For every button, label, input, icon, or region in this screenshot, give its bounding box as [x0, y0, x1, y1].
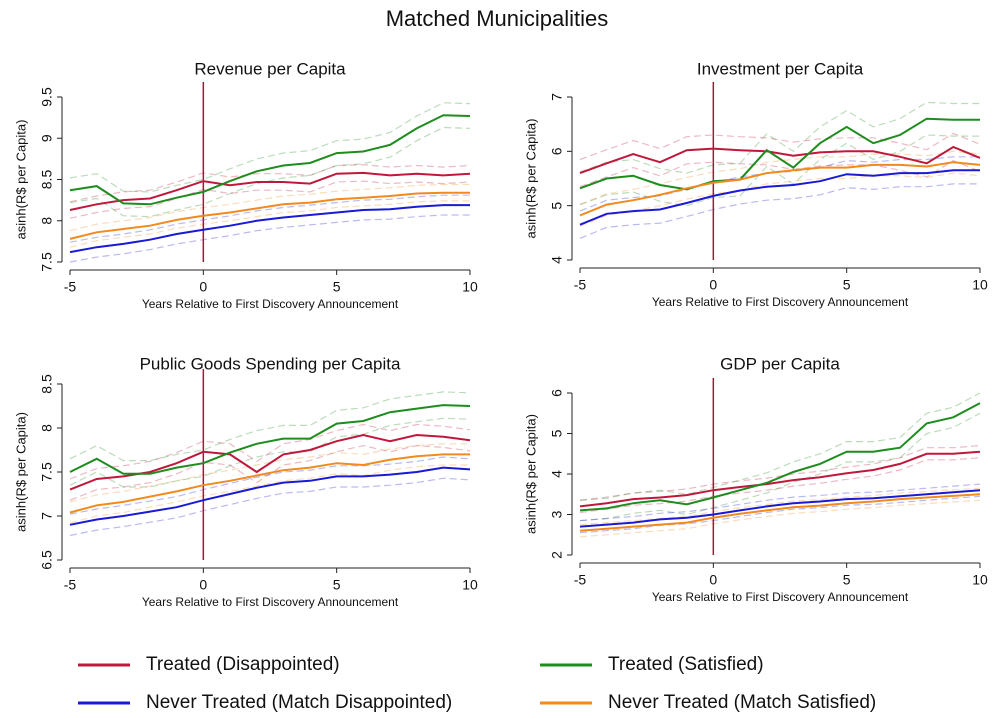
confidence-band — [69, 417, 471, 488]
y-axis-label: asinh(R$ per Capita) — [523, 119, 538, 239]
x-tick-label: 5 — [333, 279, 341, 295]
confidence-band — [69, 423, 471, 480]
x-tick-label: 5 — [843, 572, 851, 588]
x-tick-label: 0 — [199, 279, 207, 295]
x-tick-label: -5 — [574, 572, 587, 588]
series-line — [579, 117, 980, 191]
legend-label: Treated (Satisfied) — [608, 654, 764, 675]
confidence-band — [579, 156, 980, 212]
y-axis-label: asinh(R$ per Capita) — [13, 412, 28, 532]
confidence-band — [579, 101, 980, 174]
confidence-band — [579, 487, 981, 526]
confidence-band — [69, 194, 470, 243]
y-tick-label: 7.5 — [39, 252, 55, 272]
confidence-band — [69, 180, 471, 219]
confidence-band — [69, 477, 471, 536]
confidence-band — [69, 164, 471, 203]
x-axis-label: Years Relative to First Discovery Announ… — [142, 595, 399, 609]
series-line — [579, 493, 981, 532]
confidence-band — [579, 495, 981, 534]
legend-label: Treated (Disappointed) — [146, 654, 340, 675]
confidence-band — [69, 126, 471, 218]
series-line — [579, 450, 981, 508]
x-axis-label: Years Relative to First Discovery Announ… — [652, 590, 909, 604]
confidence-band — [579, 392, 981, 501]
series-line — [69, 171, 471, 211]
series-line — [69, 404, 471, 475]
x-tick-label: 5 — [843, 277, 851, 293]
confidence-band — [69, 464, 470, 524]
confidence-band — [579, 457, 981, 514]
y-tick-label: 5 — [549, 429, 565, 437]
x-tick-label: -5 — [574, 277, 587, 293]
series-line — [579, 145, 981, 175]
x-tick-label: 10 — [462, 279, 478, 295]
y-tick-label: 9 — [39, 134, 55, 142]
confidence-band — [69, 214, 470, 263]
confidence-band — [69, 200, 470, 248]
panel-title: Investment per Capita — [697, 59, 864, 78]
x-tick-label: -5 — [64, 279, 77, 295]
y-tick-label: 2 — [549, 551, 565, 559]
confidence-band — [579, 445, 981, 501]
y-tick-label: 4 — [549, 470, 565, 478]
x-tick-label: 5 — [333, 577, 341, 593]
panel-title: Revenue per Capita — [194, 59, 346, 78]
series-line — [69, 453, 470, 514]
confidence-band — [579, 172, 981, 227]
panel-title: Public Goods Spending per Capita — [140, 354, 401, 373]
y-tick-label: 6.5 — [39, 550, 55, 570]
figure-title: Matched Municipalities — [386, 6, 609, 31]
confidence-band — [69, 183, 470, 232]
confidence-band — [69, 456, 471, 515]
y-tick-label: 6 — [549, 389, 565, 397]
y-tick-label: 7 — [549, 93, 565, 101]
x-tick-label: 10 — [972, 572, 988, 588]
y-tick-label: 4 — [549, 256, 565, 264]
y-axis-label: asinh(R$ per Capita) — [523, 414, 538, 534]
legend-label: Never Treated (Match Satisfied) — [608, 692, 876, 713]
series-line — [69, 191, 470, 240]
panel-title: GDP per Capita — [720, 354, 840, 373]
y-tick-label: 6 — [549, 147, 565, 155]
x-tick-label: 0 — [709, 572, 717, 588]
series-line — [579, 489, 981, 528]
y-tick-label: 8.5 — [39, 374, 55, 394]
confidence-band — [579, 150, 981, 206]
y-tick-label: 8.5 — [39, 170, 55, 190]
x-axis-label: Years Relative to First Discovery Announ… — [652, 295, 909, 309]
series-line — [579, 169, 980, 226]
y-axis-label: asinh(R$ per Capita) — [13, 120, 28, 240]
legend-label: Never Treated (Match Disappointed) — [146, 692, 452, 713]
y-tick-label: 3 — [549, 510, 565, 518]
confidence-band — [579, 499, 981, 538]
series-line — [579, 161, 981, 217]
confidence-band — [579, 134, 980, 207]
x-tick-label: 0 — [199, 577, 207, 593]
confidence-band — [579, 412, 981, 522]
x-tick-label: 0 — [709, 277, 717, 293]
confidence-band — [579, 132, 981, 161]
x-tick-label: -5 — [64, 577, 77, 593]
series-line — [69, 466, 471, 526]
confidence-band — [69, 102, 471, 193]
x-tick-label: 10 — [972, 277, 988, 293]
confidence-band — [579, 183, 980, 239]
series-line — [69, 204, 470, 254]
y-tick-label: 8 — [39, 217, 55, 225]
series-line — [69, 114, 471, 206]
confidence-band — [69, 391, 471, 462]
confidence-band — [579, 483, 981, 522]
y-tick-label: 9.5 — [39, 87, 55, 107]
series-line — [579, 402, 981, 512]
y-tick-label: 5 — [549, 202, 565, 210]
y-tick-label: 8 — [39, 424, 55, 432]
y-tick-label: 7.5 — [39, 462, 55, 482]
x-axis-label: Years Relative to First Discovery Announ… — [142, 297, 399, 311]
y-tick-label: 7 — [39, 512, 55, 520]
x-tick-label: 10 — [462, 577, 478, 593]
